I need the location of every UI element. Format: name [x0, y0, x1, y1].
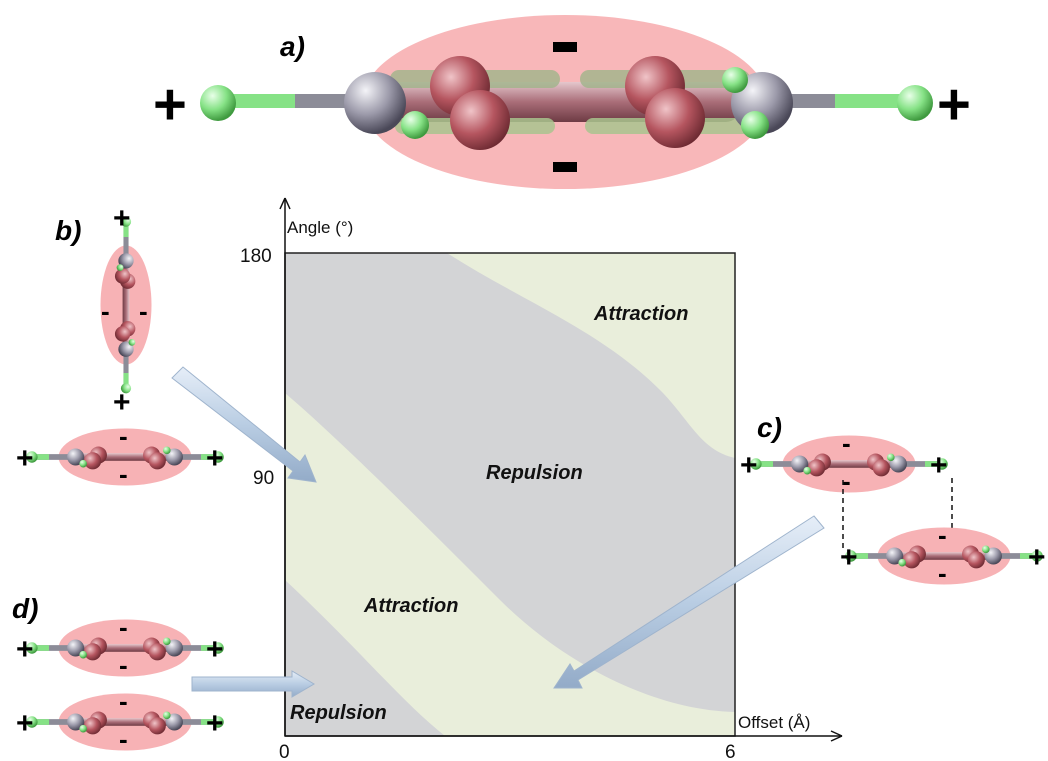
carbon-atom-icon [450, 90, 510, 150]
fluorine-atom-icon [741, 111, 769, 139]
panel-b-tshape: b) + + - - + + - - [16, 202, 317, 489]
region-attraction-lower [285, 393, 735, 736]
charge-plus-left: + [153, 72, 187, 137]
charge-minus: - [119, 612, 128, 642]
arrow-icon [171, 366, 317, 483]
charge-minus: - [842, 428, 851, 458]
y-axis-label: Angle (°) [287, 218, 353, 237]
panel-a-label: a) [280, 31, 305, 62]
panel-a-molecule: a) + + [153, 15, 971, 189]
region-label-repulsion: Repulsion [486, 462, 583, 484]
region-label-attraction: Attraction [363, 595, 458, 617]
x-axis-arrow-icon [830, 730, 843, 742]
x-axis-label: Offset (Å) [738, 713, 810, 732]
charge-minus-top-icon [553, 42, 577, 52]
charge-minus: - [119, 686, 128, 716]
fluorine-atom-icon [200, 85, 236, 121]
charge-plus: + [1028, 541, 1046, 574]
charge-plus: + [16, 442, 34, 475]
y-tick-label: 90 [253, 468, 274, 489]
fluorine-atom-icon [722, 67, 748, 93]
charge-plus: + [206, 442, 224, 475]
panel-c-label: c) [757, 412, 782, 443]
region-label-repulsion: Repulsion [290, 702, 387, 724]
energy-map-chart: Angle (°) Offset (Å) 180 90 0 6 Attracti… [240, 197, 843, 761]
region-attraction-upper [447, 253, 735, 458]
region-label-attraction: Attraction [593, 303, 688, 325]
charge-plus: + [16, 707, 34, 740]
charge-plus: + [113, 202, 131, 235]
panel-d-label: d) [12, 593, 38, 624]
charge-minus: - [119, 724, 128, 754]
fluorine-atom-icon [897, 85, 933, 121]
charge-minus: - [119, 650, 128, 680]
arrow-icon [191, 670, 315, 698]
y-axis-arrow-icon [279, 197, 291, 210]
x-tick-label: 6 [725, 742, 736, 761]
charge-plus: + [206, 633, 224, 666]
charge-minus: - [938, 558, 947, 588]
charge-plus: + [840, 541, 858, 574]
charge-plus: + [16, 633, 34, 666]
charge-minus: - [101, 296, 110, 326]
charge-plus: + [930, 449, 948, 482]
fluorine-atom-icon [401, 111, 429, 139]
charge-plus: + [113, 386, 131, 419]
charge-plus: + [206, 707, 224, 740]
charge-plus: + [740, 449, 758, 482]
panel-d-stacked: d) + + - - + + - - [12, 593, 315, 754]
panel-c-offset: c) + + - - + + - - [553, 412, 1046, 689]
bond-right-green [835, 94, 915, 108]
carbon-atom-icon [645, 88, 705, 148]
charge-minus-bottom-icon [553, 162, 577, 172]
x-tick-label: 0 [279, 742, 290, 761]
charge-minus: - [938, 520, 947, 550]
panel-b-label: b) [55, 215, 81, 246]
arrow-icon [553, 515, 825, 689]
charge-minus: - [842, 466, 851, 496]
charge-minus: - [119, 421, 128, 451]
charge-minus: - [119, 459, 128, 489]
charge-minus: - [139, 296, 148, 326]
y-tick-label: 180 [240, 246, 272, 267]
charge-plus-right: + [937, 72, 971, 137]
carbon-atom-icon [344, 72, 406, 134]
